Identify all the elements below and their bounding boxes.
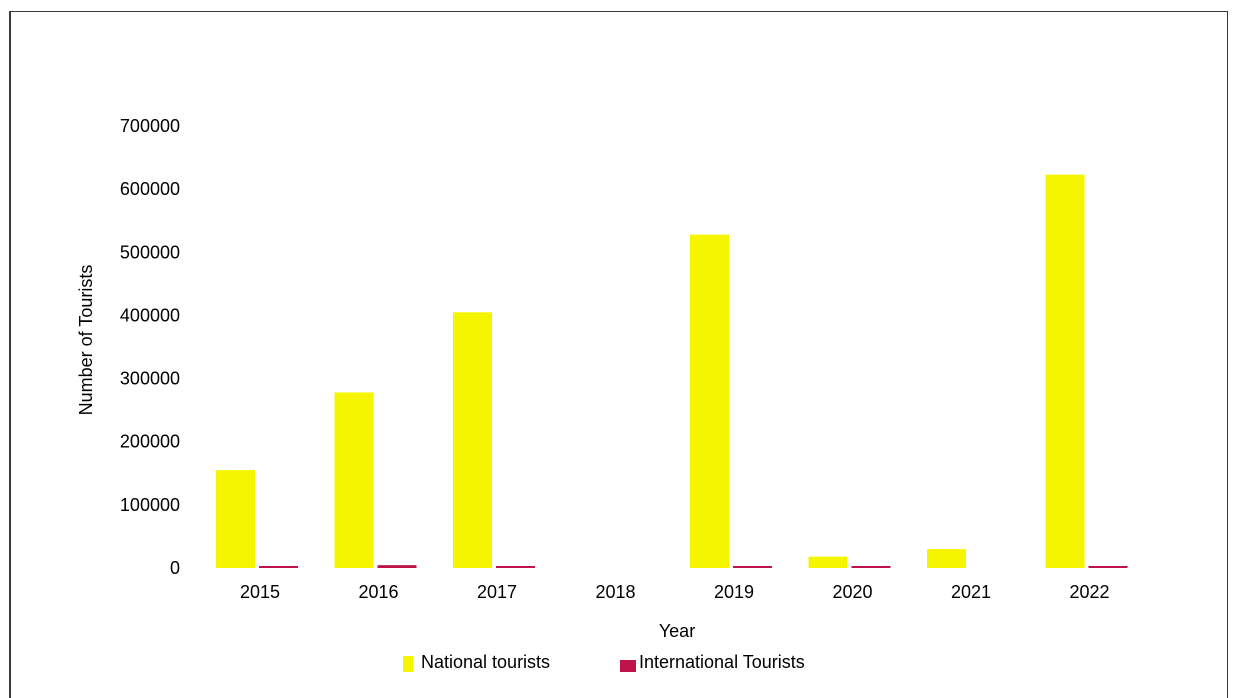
- bar-national-tourists: [334, 392, 374, 568]
- bar-national-tourists: [690, 234, 729, 568]
- legend-label-national: National tourists: [421, 652, 550, 672]
- x-tick-label: 2016: [358, 582, 398, 602]
- x-tick-label: 2018: [595, 582, 635, 602]
- y-axis-ticks: 0 100000 200000 300000 400000 500000 600000 700…: [120, 116, 180, 578]
- bar-international-tourists: [377, 565, 417, 568]
- legend-label-international: International Tourists: [639, 652, 805, 672]
- x-tick-label: 2022: [1069, 582, 1109, 602]
- y-tick-label: 100000: [120, 495, 180, 515]
- bars: [216, 174, 1128, 568]
- legend: National tourists International Tourists: [403, 652, 805, 672]
- y-tick-label: 700000: [120, 116, 180, 136]
- x-tick-label: 2015: [240, 582, 280, 602]
- y-tick-label: 600000: [120, 179, 180, 199]
- bar-international-tourists: [259, 566, 298, 568]
- chart-frame: [9, 11, 1228, 698]
- y-tick-label: 200000: [120, 432, 180, 452]
- x-tick-label: 2020: [832, 582, 872, 602]
- legend-swatch-international: [620, 660, 636, 672]
- bar-national-tourists: [808, 556, 848, 568]
- x-tick-label: 2017: [477, 582, 517, 602]
- y-axis-label: Number of Tourists: [76, 265, 96, 416]
- bar-national-tourists: [216, 470, 255, 568]
- x-axis-ticks: 2015 2016 2017 2018 2019 2020 2021 2022: [240, 582, 1110, 602]
- y-tick-label: 400000: [120, 305, 180, 325]
- bar-international-tourists: [496, 566, 535, 568]
- y-tick-label: 300000: [120, 369, 180, 389]
- bar-national-tourists: [927, 549, 966, 568]
- x-tick-label: 2019: [714, 582, 754, 602]
- bar-national-tourists: [1045, 174, 1085, 568]
- legend-swatch-national: [403, 656, 413, 672]
- x-axis-label: Year: [659, 621, 695, 641]
- bar-international-tourists: [733, 566, 772, 568]
- x-tick-label: 2021: [951, 582, 991, 602]
- y-tick-label: 500000: [120, 242, 180, 262]
- bar-national-tourists: [453, 312, 492, 568]
- bar-international-tourists: [1088, 566, 1128, 568]
- y-tick-label: 0: [170, 558, 180, 578]
- bar-international-tourists: [851, 566, 891, 568]
